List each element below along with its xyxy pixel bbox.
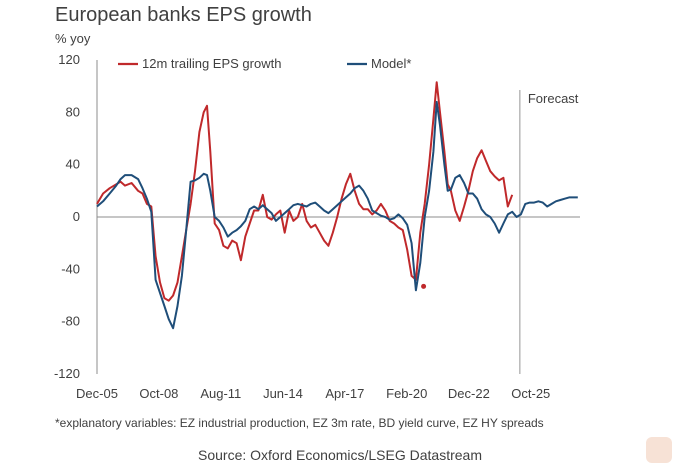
chart-axes: 120 80 40 0 -40 -80 -120 Dec-05 Oct-08 Aug-11 Jun-…: [54, 52, 580, 401]
x-tick-label-5: Feb-20: [386, 386, 427, 401]
legend-label-1: Model*: [371, 56, 411, 71]
y-tick-label-6: -120: [54, 366, 80, 381]
chart-legend: 12m trailing EPS growth Model*: [118, 56, 411, 71]
forecast-label: Forecast: [528, 91, 579, 106]
y-tick-label-2: 40: [66, 157, 80, 172]
x-tick-label-6: Dec-22: [448, 386, 490, 401]
footnote: *explanatory variables: EZ industrial pr…: [55, 416, 544, 430]
y-tick-label-5: -80: [61, 314, 80, 329]
x-tick-label-3: Jun-14: [263, 386, 303, 401]
legend-label-0: 12m trailing EPS growth: [142, 56, 281, 71]
series-line-1: [96, 100, 578, 330]
x-tick-label-2: Aug-11: [200, 386, 241, 401]
x-tick-label-7: Oct-25: [511, 386, 550, 401]
chart-title: European banks EPS growth: [55, 4, 312, 26]
chart-series: [96, 81, 578, 330]
y-axis-label: % yoy: [55, 31, 91, 46]
y-tick-label-4: -40: [61, 261, 80, 276]
series-outlier-point-0: [421, 283, 427, 289]
x-tick-label-0: Dec-05: [76, 386, 118, 401]
x-tick-label-1: Oct-08: [139, 386, 178, 401]
y-tick-label-0: 120: [58, 52, 80, 67]
series-line-0: [96, 81, 514, 302]
x-tick-label-4: Apr-17: [325, 386, 364, 401]
y-tick-label-1: 80: [66, 104, 80, 119]
zoom-icon[interactable]: [646, 437, 672, 463]
y-tick-label-3: 0: [73, 209, 80, 224]
source-note: Source: Oxford Economics/LSEG Datastream: [198, 447, 482, 463]
